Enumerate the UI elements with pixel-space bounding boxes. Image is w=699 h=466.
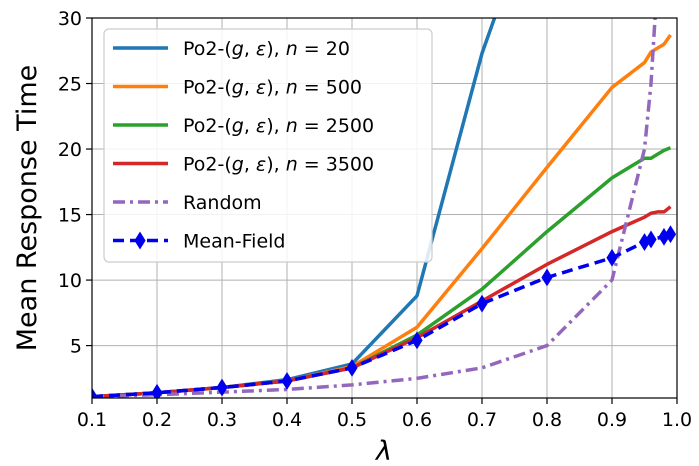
legend-label-part: Po2-( [183, 38, 232, 60]
legend-label-part: n [286, 77, 298, 99]
x-tick-label: 0.8 [532, 409, 562, 431]
legend-label-part: ), [266, 115, 286, 137]
data-point [92, 387, 98, 398]
legend-label-part: ε [256, 38, 266, 60]
legend-label-part: g [232, 38, 244, 60]
data-point [541, 268, 553, 287]
legend-label-part: g [232, 77, 244, 99]
legend-label-4: Random [183, 192, 262, 214]
x-tick-label: 0.6 [402, 409, 432, 431]
data-point [476, 294, 488, 313]
legend-label-0: Po2-(g, ε), n = 20 [183, 38, 350, 60]
x-tick-label: 0.9 [597, 409, 627, 431]
data-point [645, 230, 657, 249]
legend-label-part: Po2-( [183, 115, 232, 137]
legend-label-part: g [232, 115, 244, 137]
x-tick-label: 0.7 [467, 409, 497, 431]
data-point [664, 225, 677, 244]
y-axis-title: Mean Response Time [12, 65, 43, 351]
legend-label-part: , [244, 154, 256, 176]
legend-label-part: = 20 [298, 38, 350, 60]
plot-frame [91, 17, 678, 399]
legend-label-1: Po2-(g, ε), n = 500 [183, 77, 362, 99]
legend-label-part: Po2-( [183, 77, 232, 99]
data-point [346, 358, 358, 377]
x-tick-label: 0.5 [337, 409, 367, 431]
data-point [411, 331, 423, 350]
data-point [281, 372, 293, 390]
x-tick-label: 0.2 [142, 409, 172, 431]
tick-layer: 0.1 0.2 0.3 0.4 0.5 0.6 0.7 0.8 0.9 1.0 5 10 15 20 25 3… [58, 8, 692, 431]
series-layer [92, 18, 677, 398]
series-line-4 [92, 18, 657, 398]
legend-box [103, 28, 433, 263]
y-tick-label: 25 [58, 74, 82, 96]
x-tick-label: 0.4 [272, 409, 302, 431]
data-point [216, 378, 228, 397]
x-tick-label: 1.0 [662, 409, 692, 431]
legend-label-part: ), [266, 154, 286, 176]
legend-marker [134, 231, 146, 250]
legend-label-part: = 3500 [298, 154, 374, 176]
y-tick-label: 20 [58, 139, 82, 161]
y-tick-label: 5 [70, 336, 82, 358]
y-tick-label: 30 [58, 8, 82, 30]
legend-label-part: , [244, 38, 256, 60]
legend-label-part: = 2500 [298, 115, 374, 137]
y-tick-label: 15 [58, 205, 82, 227]
legend-label-part: ), [266, 38, 286, 60]
legend-label-part: n [286, 115, 298, 137]
legend-label-part: ), [266, 77, 286, 99]
legend-label-part: ε [256, 77, 266, 99]
legend-label-2: Po2-(g, ε), n = 2500 [183, 115, 374, 137]
legend-label-5: Mean-Field [183, 231, 285, 253]
data-point [606, 248, 618, 267]
legend-label-part: g [232, 154, 244, 176]
legend-label-3: Po2-(g, ε), n = 3500 [183, 154, 374, 176]
x-tick-label: 0.3 [207, 409, 237, 431]
legend-label-part: n [286, 154, 298, 176]
legend-label-part: Po2-( [183, 154, 232, 176]
y-tick-label: 10 [58, 270, 82, 292]
legend-label-part: ε [256, 115, 266, 137]
legend-label-part: = 500 [298, 77, 362, 99]
legend-label-part: , [244, 115, 256, 137]
data-point [151, 383, 163, 398]
legend-label-part: n [286, 38, 298, 60]
legend-label-part: ε [256, 154, 266, 176]
x-tick-label: 0.1 [77, 409, 107, 431]
legend-label-part: , [244, 77, 256, 99]
x-axis-title: λ [374, 436, 392, 466]
